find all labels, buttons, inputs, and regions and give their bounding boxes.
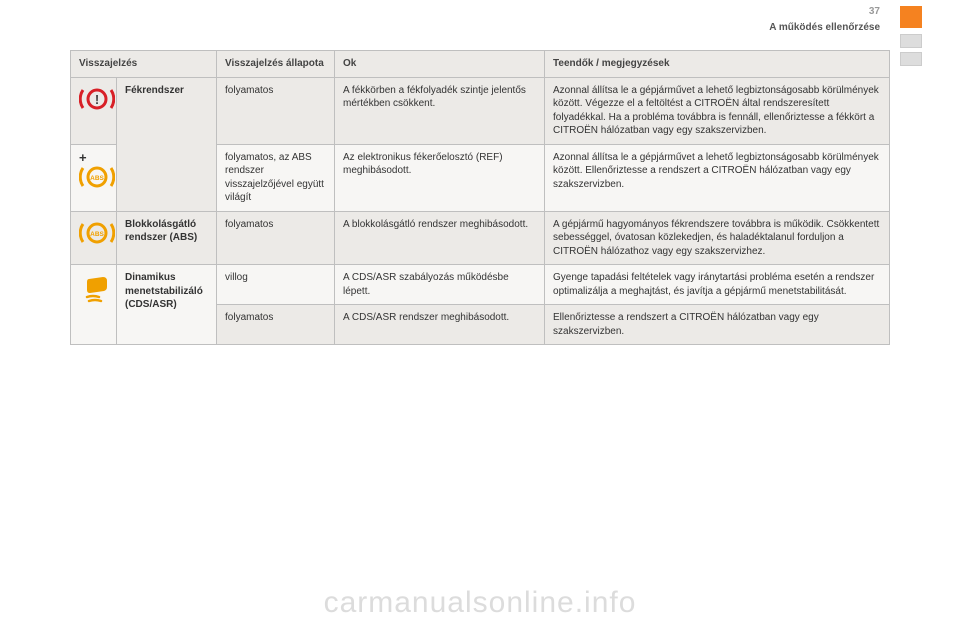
watermark: carmanualsonline.info bbox=[0, 586, 960, 620]
row-cause: Az elektronikus fékerőelosztó (REF) megh… bbox=[335, 144, 545, 211]
row-label: Blokkolásgátló rendszer (ABS) bbox=[117, 211, 217, 265]
brake-warning-icon: ! bbox=[79, 84, 115, 114]
col-cause: Ok bbox=[335, 51, 545, 78]
plus-icon: + bbox=[79, 151, 108, 164]
icon-cell: ! bbox=[71, 77, 117, 144]
table-row: Dinamikus menetstabilizáló (CDS/ASR) vil… bbox=[71, 265, 890, 305]
icon-cell: + ABS bbox=[71, 144, 117, 211]
row-label: Dinamikus menetstabilizáló (CDS/ASR) bbox=[117, 265, 217, 345]
row-cause: A CDS/ASR rendszer meghibásodott. bbox=[335, 305, 545, 345]
row-state: folyamatos, az ABS rendszer visszajelzőj… bbox=[217, 144, 335, 211]
icon-cell bbox=[71, 265, 117, 345]
abs-warning-icon: ABS bbox=[79, 218, 115, 248]
row-cause: A fékkörben a fékfolyadék szintje jelent… bbox=[335, 77, 545, 144]
row-cause: A blokkolásgátló rendszer meghibásodott. bbox=[335, 211, 545, 265]
section-title: A működés ellenőrzése bbox=[769, 22, 880, 33]
section-tab bbox=[900, 6, 922, 28]
row-state: villog bbox=[217, 265, 335, 305]
manual-page: 37 A működés ellenőrzése Visszajelzés Vi… bbox=[0, 0, 960, 640]
row-state: folyamatos bbox=[217, 305, 335, 345]
row-action: A gépjármű hagyományos fékrendszere tová… bbox=[545, 211, 890, 265]
side-tab bbox=[900, 34, 922, 48]
row-cause: A CDS/ASR szabályozás működésbe lépett. bbox=[335, 265, 545, 305]
row-state: folyamatos bbox=[217, 211, 335, 265]
table-row: ! Fékrendszer folyamatos A fékkörben a f… bbox=[71, 77, 890, 144]
col-state: Visszajelzés állapota bbox=[217, 51, 335, 78]
page-number: 37 bbox=[869, 6, 880, 17]
side-tab bbox=[900, 52, 922, 66]
abs-icon-label: ABS bbox=[90, 231, 104, 238]
abs-warning-icon: ABS bbox=[79, 164, 115, 190]
warning-lights-table: Visszajelzés Visszajelzés állapota Ok Te… bbox=[70, 50, 890, 345]
row-action: Ellenőriztesse a rendszert a CITROËN hál… bbox=[545, 305, 890, 345]
row-action: Gyenge tapadási feltételek vagy iránytar… bbox=[545, 265, 890, 305]
row-action: Azonnal állítsa le a gépjárművet a lehet… bbox=[545, 77, 890, 144]
brake-icon-label: ! bbox=[95, 92, 99, 107]
abs-icon-label: ABS bbox=[90, 175, 104, 182]
icon-cell: ABS bbox=[71, 211, 117, 265]
col-action: Teendők / megjegyzések bbox=[545, 51, 890, 78]
esp-warning-icon bbox=[79, 271, 115, 305]
row-label: Fékrendszer bbox=[117, 77, 217, 211]
row-state: folyamatos bbox=[217, 77, 335, 144]
table-row: ABS Blokkolásgátló rendszer (ABS) folyam… bbox=[71, 211, 890, 265]
col-signal: Visszajelzés bbox=[71, 51, 217, 78]
row-action: Azonnal állítsa le a gépjárművet a lehet… bbox=[545, 144, 890, 211]
